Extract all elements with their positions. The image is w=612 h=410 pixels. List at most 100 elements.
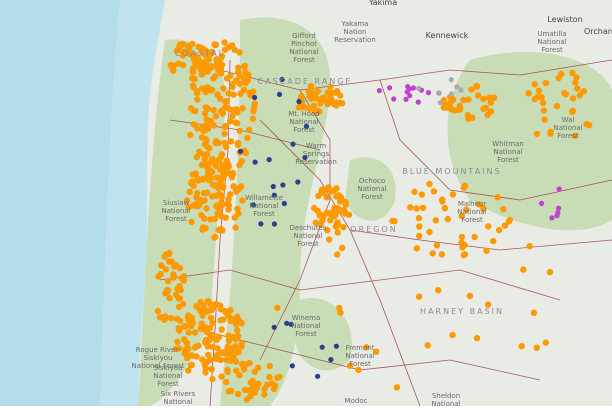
site-dot — [210, 122, 217, 129]
site-dot — [573, 74, 580, 81]
site-dot — [447, 105, 455, 113]
site-dot — [376, 88, 382, 94]
site-dot — [228, 345, 236, 352]
site-dot — [204, 105, 211, 112]
site-dot — [168, 315, 175, 322]
map-label: BLUE MOUNTAINS — [402, 167, 501, 176]
site-dot — [313, 95, 320, 102]
site-dot — [223, 347, 231, 354]
map-label: Siuslaw National Forest — [161, 199, 190, 223]
map-label: Mt. Hood National Forest — [288, 110, 320, 134]
site-dot — [438, 251, 446, 258]
site-dot — [327, 83, 334, 90]
map-label-line: Malheur — [458, 200, 486, 208]
site-dot — [290, 141, 296, 147]
site-dot — [239, 197, 246, 204]
site-dot — [172, 345, 180, 353]
site-dot — [254, 364, 262, 371]
site-dot — [486, 94, 493, 101]
map-label-line: Siskiyou — [154, 364, 183, 372]
site-dot — [183, 197, 191, 204]
map-label: OREGON — [350, 225, 397, 234]
map-label: Whitman National Forest — [492, 140, 524, 164]
site-dot — [460, 96, 467, 104]
site-dot — [569, 69, 576, 77]
site-dot — [324, 226, 331, 234]
site-dot — [404, 89, 410, 95]
site-dot — [558, 70, 565, 78]
map-label-line: Forest — [349, 360, 371, 368]
site-dot — [328, 188, 336, 195]
site-dot — [281, 200, 287, 207]
map-label-line: Willamette — [245, 194, 283, 202]
site-dot — [465, 96, 472, 103]
site-dot — [419, 204, 427, 212]
site-dot — [266, 362, 273, 370]
map-label-line: Forest — [157, 380, 179, 388]
site-dot — [346, 362, 354, 369]
map-label: Six RiversNationalForest — [161, 390, 196, 406]
map-label: Deschutes National Forest — [290, 224, 327, 248]
site-dot — [229, 107, 236, 114]
site-dot — [270, 385, 278, 393]
site-dot — [539, 99, 547, 107]
site-dot — [542, 80, 550, 87]
site-dot — [323, 194, 330, 201]
site-dot — [476, 201, 483, 208]
site-dot — [221, 130, 228, 138]
site-dot — [436, 90, 442, 96]
site-dot — [465, 115, 472, 122]
site-dot — [215, 333, 223, 341]
site-dot — [216, 95, 224, 102]
site-dot — [288, 321, 294, 327]
site-dot — [339, 244, 346, 251]
site-dot — [187, 362, 195, 369]
map-label: Kennewick — [426, 31, 469, 40]
map-label-line: Umatilla — [537, 30, 566, 38]
site-dot — [240, 362, 247, 369]
site-dot — [433, 242, 441, 249]
site-dot — [315, 192, 322, 200]
site-dot — [213, 157, 221, 164]
site-dot — [242, 69, 249, 76]
site-dot — [302, 154, 308, 161]
site-dot — [225, 388, 232, 395]
site-dot — [220, 316, 227, 323]
site-dot — [506, 216, 513, 224]
site-dot — [317, 220, 324, 228]
site-dot — [224, 366, 231, 374]
map-label-line: National — [291, 322, 320, 330]
map-label: Winema National Forest — [291, 314, 320, 338]
site-dot — [447, 99, 454, 107]
site-dot — [199, 224, 207, 231]
site-dot — [220, 85, 227, 92]
site-dot — [268, 380, 276, 387]
map-label-line: Ochoco — [359, 177, 385, 185]
site-dot — [373, 348, 380, 355]
site-dot — [199, 356, 206, 363]
site-dot — [301, 104, 308, 111]
site-dot — [574, 85, 581, 92]
site-dot — [454, 84, 460, 90]
site-dot — [216, 302, 224, 309]
site-dot — [569, 95, 577, 102]
map-label: COASTAL — [175, 49, 226, 58]
site-dot — [192, 170, 199, 177]
site-dot — [534, 93, 542, 100]
site-dot — [569, 107, 576, 115]
map-label: CASCADE RANGE — [258, 77, 353, 86]
map-label-line: Yakama — [341, 20, 369, 28]
site-dot — [525, 90, 532, 97]
site-dot — [166, 294, 173, 302]
site-dot — [243, 75, 251, 82]
site-dot — [207, 216, 214, 223]
site-dot — [328, 357, 334, 363]
map-label: Wal National Forest — [553, 116, 582, 140]
map-label-line: Reservation — [295, 158, 337, 166]
site-dot — [212, 41, 219, 48]
site-dot — [226, 117, 234, 125]
site-dot — [426, 180, 433, 188]
site-dot — [413, 245, 420, 252]
site-dot — [236, 161, 243, 169]
map-label-line: Forest — [497, 156, 519, 164]
